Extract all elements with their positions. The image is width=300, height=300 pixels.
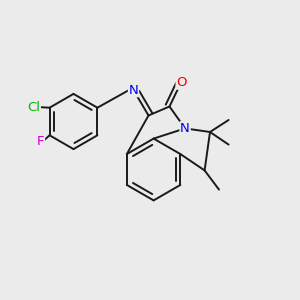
Text: N: N bbox=[129, 83, 138, 97]
Text: F: F bbox=[37, 135, 44, 148]
Text: Cl: Cl bbox=[27, 100, 40, 114]
Text: N: N bbox=[180, 122, 190, 135]
Text: O: O bbox=[176, 76, 187, 89]
